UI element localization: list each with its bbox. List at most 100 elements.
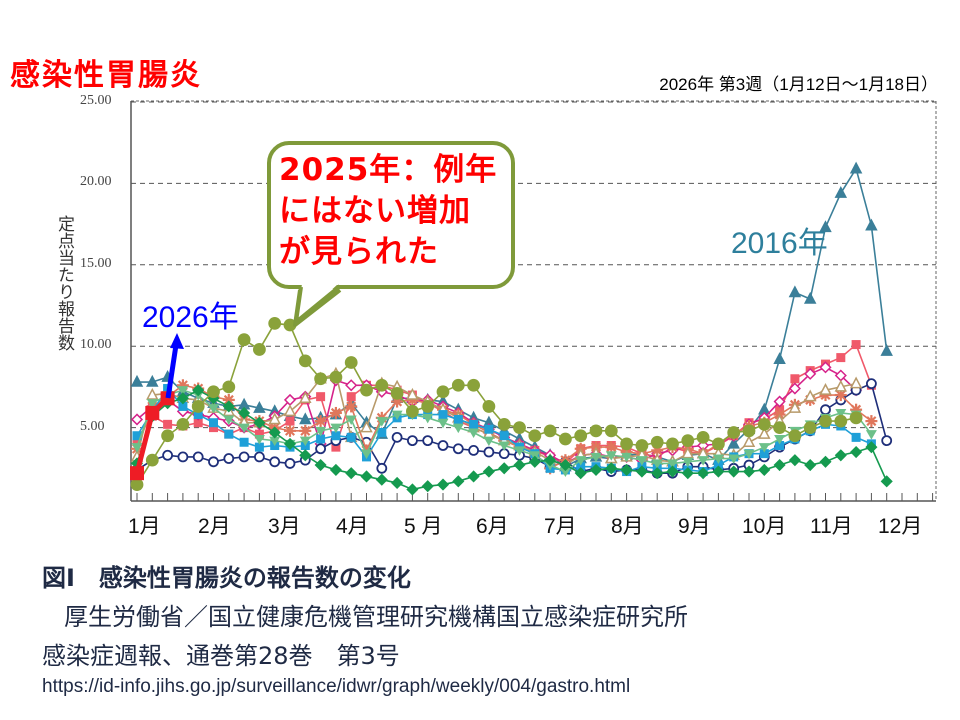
data-point-2026	[130, 466, 144, 481]
data-point-2024	[513, 458, 526, 472]
data-point-2020	[299, 424, 312, 437]
data-point-2017	[836, 353, 846, 363]
data-point-2024	[467, 470, 480, 483]
data-point-2024	[238, 406, 251, 420]
data-point-2024	[589, 463, 603, 476]
data-point-2025	[681, 434, 695, 448]
data-point-2021	[819, 383, 832, 395]
data-point-2025	[528, 429, 542, 443]
data-point-2024	[681, 467, 694, 480]
data-point-2024	[727, 465, 740, 478]
data-point-2023	[177, 386, 189, 396]
page-title: 感染性胃腸炎	[10, 58, 202, 93]
data-point-2022	[132, 431, 142, 441]
data-point-2021	[788, 400, 802, 413]
data-point-2024	[299, 449, 312, 462]
data-point-2025	[849, 411, 863, 425]
data-point-2025	[742, 424, 756, 438]
data-point-2025	[819, 414, 832, 428]
data-point-2023	[835, 408, 847, 419]
data-point-2025	[467, 378, 481, 392]
data-point-2025	[803, 421, 817, 435]
source-line-2: 感染症週報、通巻第28巻 第3号	[42, 642, 400, 670]
data-point-2025	[191, 400, 205, 413]
x-tick-label: 12月	[878, 515, 923, 538]
data-point-2019	[437, 440, 449, 451]
data-point-2016	[819, 220, 832, 233]
data-point-2019	[422, 435, 434, 447]
data-point-2024	[758, 463, 771, 476]
data-point-2025	[650, 435, 664, 449]
data-point-2019	[253, 451, 265, 463]
data-point-2024	[421, 480, 434, 493]
data-point-2021	[803, 389, 817, 402]
data-point-2023	[605, 451, 617, 461]
x-tick-label: 7月	[544, 515, 577, 538]
data-point-2021	[758, 427, 771, 439]
x-tick-label: 1月	[128, 515, 161, 538]
data-point-2023	[299, 436, 311, 447]
data-point-2025	[252, 343, 266, 356]
data-point-2017	[316, 392, 326, 402]
x-tick-label: 6月	[476, 515, 509, 538]
data-point-2018	[345, 379, 358, 392]
data-point-2022	[178, 401, 188, 411]
data-point-2024	[314, 458, 327, 472]
data-point-2022	[239, 437, 249, 447]
data-point-2024	[697, 467, 710, 480]
data-point-2026	[160, 391, 175, 406]
data-point-2025	[559, 432, 572, 446]
data-point-2022	[346, 432, 356, 442]
data-point-2023	[345, 415, 357, 425]
data-point-2024	[788, 454, 801, 467]
data-point-2025	[788, 429, 802, 443]
x-tick-label: 9月	[678, 515, 711, 538]
series-group	[130, 161, 893, 496]
data-point-2023	[238, 423, 250, 434]
data-point-2021	[406, 387, 419, 400]
data-point-2023	[376, 417, 388, 427]
data-point-2023	[621, 452, 633, 463]
data-point-2024	[742, 465, 756, 478]
data-point-2022	[775, 441, 785, 451]
data-point-2023	[315, 426, 327, 437]
data-point-2024	[283, 437, 297, 450]
data-point-2024	[651, 467, 664, 480]
data-point-2022	[254, 442, 264, 452]
x-tick-label: 3月	[268, 515, 301, 538]
data-point-2022	[453, 414, 463, 424]
data-point-2023	[483, 436, 495, 447]
data-point-2018	[819, 361, 832, 374]
data-point-2021	[849, 376, 863, 389]
data-point-2024	[360, 470, 373, 483]
callout-line-1: 2025年：例年	[279, 152, 498, 188]
data-point-2023	[131, 443, 143, 453]
data-point-2024	[880, 475, 893, 488]
data-point-2025	[390, 387, 404, 400]
data-point-2017	[285, 416, 295, 426]
data-point-2019	[376, 462, 388, 474]
x-tick-label: 8月	[611, 515, 644, 538]
data-point-2025	[207, 385, 220, 399]
source-url[interactable]: https://id-info.jihs.go.jp/surveillance/…	[42, 676, 631, 697]
data-point-2016	[788, 285, 802, 298]
data-point-2024	[819, 455, 832, 468]
data-point-2021	[299, 391, 312, 404]
data-point-2022	[499, 431, 509, 441]
data-point-2025	[375, 378, 389, 392]
data-point-2019	[162, 449, 174, 461]
data-point-2023	[361, 449, 372, 460]
data-point-2025	[834, 414, 848, 428]
data-point-2022	[193, 410, 203, 420]
data-point-2025	[666, 437, 679, 451]
data-point-2025	[589, 424, 603, 438]
data-point-2019	[284, 458, 296, 469]
data-point-2022	[438, 410, 448, 420]
data-point-2020	[329, 406, 342, 419]
data-point-2024	[482, 465, 495, 478]
data-point-2025	[482, 400, 496, 413]
data-point-2024	[620, 463, 633, 476]
data-point-2025	[145, 453, 159, 467]
data-point-2019	[452, 443, 464, 455]
